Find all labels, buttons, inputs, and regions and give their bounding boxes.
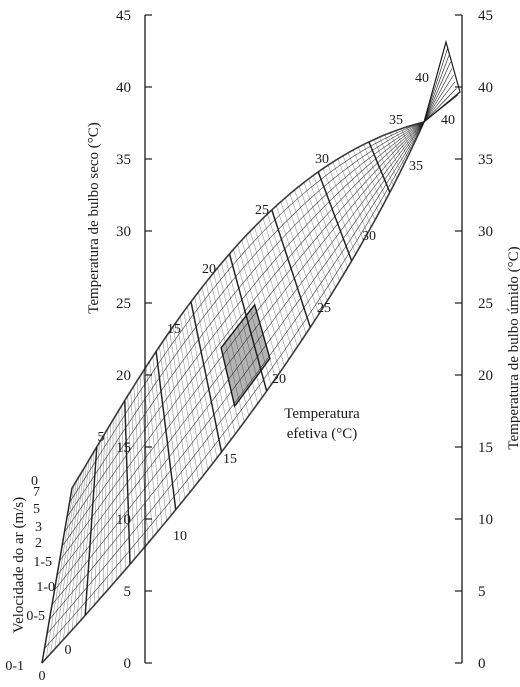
left-tick-label: 20 [116, 368, 131, 384]
velocity-line [64, 121, 425, 532]
velocity-line [49, 121, 425, 620]
effective-temp-upper-label: 0 [65, 643, 72, 658]
right-tick-label: 35 [478, 152, 493, 168]
effective-temp-lower-label: 25 [317, 301, 331, 316]
velocity-line [61, 121, 425, 547]
velocity-tick-label: 2 [35, 536, 42, 551]
left-tick-label: 35 [116, 152, 131, 168]
upper-fan-line [423, 88, 457, 123]
right-tick-label: 0 [478, 656, 486, 672]
velocity-axis-label: Velocidade do ar (m/s) [11, 497, 27, 633]
velocity-line [56, 121, 425, 576]
effective-temp-upper-label: 15 [167, 322, 181, 337]
velocity-line [66, 121, 425, 518]
upper-fan-line [423, 74, 454, 123]
right-tick-label: 15 [478, 440, 493, 456]
effective-temp-lower-label: 40 [441, 113, 455, 128]
velocity-tick-label: 3 [35, 520, 42, 535]
left-tick-label: 10 [116, 512, 131, 528]
ylabel-right: Temperatura de bulbo úmido (°C) [506, 246, 520, 449]
left-tick-label: 30 [116, 224, 131, 240]
effective-temp-lower-label: 10 [173, 529, 187, 544]
left-tick-label: 5 [124, 584, 132, 600]
effective-temp-upper-label: 5 [98, 430, 105, 445]
effective-temp-upper-label: 35 [389, 113, 403, 128]
right-tick-label: 30 [478, 224, 493, 240]
velocity-tick-label: 1-5 [33, 555, 52, 570]
effective-temp-upper-label: 30 [315, 152, 329, 167]
velocity-line [51, 121, 425, 605]
left-tick-label: 15 [116, 440, 131, 456]
left-tick-label: 40 [116, 80, 131, 96]
effective-temp-upper-label: 25 [255, 203, 269, 218]
effective-temp-lower-label: 35 [409, 159, 423, 174]
right-tick-label: 25 [478, 296, 493, 312]
velocity-line [41, 121, 425, 664]
upper-fan-line [423, 55, 450, 123]
velocity-tick-label: 0-1 [5, 659, 24, 674]
right-tick-label: 5 [478, 584, 486, 600]
right-tick-label: 45 [478, 8, 493, 24]
right-tick-label: 10 [478, 512, 493, 528]
left-tick-label: 25 [116, 296, 131, 312]
velocity-tick-label: 0-5 [26, 609, 45, 624]
velocity-line [44, 121, 425, 649]
left-tick-label: 45 [116, 8, 131, 24]
upper-fan-line [423, 68, 453, 123]
effective-temp-upper-label: 20 [202, 262, 216, 277]
velocity-tick-label: 5 [33, 502, 40, 517]
effective-temp-lower-label: 0 [39, 669, 46, 684]
upper-fan-line [423, 61, 451, 123]
velocity-tick-label: 0 [31, 474, 38, 489]
right-tick-label: 20 [478, 368, 493, 384]
chart-labels: Temperatura de bulbo seco (°C) Temperatu… [5, 71, 520, 684]
effective-temp-lower-label: 20 [272, 372, 286, 387]
velocity-line [46, 121, 425, 634]
ylabel-left: Temperatura de bulbo seco (°C) [86, 122, 102, 314]
left-tick-label: 0 [124, 656, 132, 672]
upper-fan-outline [422, 39, 461, 124]
effective-temp-lower-label: 15 [223, 452, 237, 467]
center-label-line1: Temperatura [284, 406, 360, 422]
effective-temp-lower-label: 30 [362, 229, 376, 244]
velocity-line [59, 121, 425, 562]
upper-fan-line [423, 81, 456, 123]
center-label-line2: efetiva (°C) [287, 426, 358, 442]
velocity-line [54, 121, 425, 591]
chart-axes: 0 5 10 15 20 25 30 35 40 45 0 5 10 15 20 25 30 35 40 45 [116, 8, 493, 672]
velocity-tick-label: 7 [33, 485, 40, 500]
velocity-line [71, 121, 425, 489]
right-tick-label: 40 [478, 80, 493, 96]
chart-mesh [41, 39, 461, 664]
velocity-line [69, 121, 425, 503]
velocity-tick-label: 1-0 [36, 580, 55, 595]
effective-temp-upper-label: 40 [415, 71, 429, 86]
